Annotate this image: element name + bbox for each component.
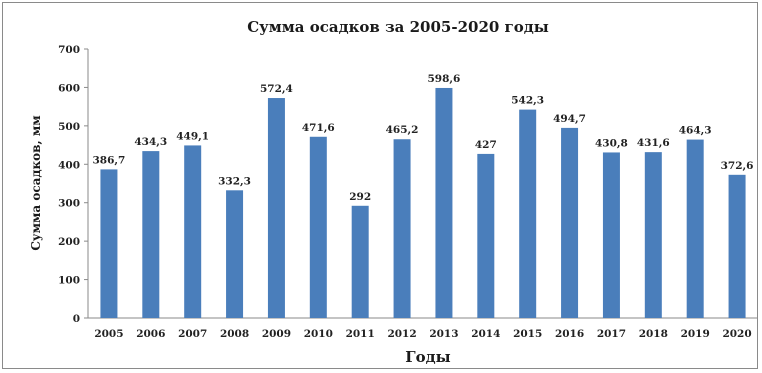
x-tick-label: 2013 [429, 328, 458, 340]
bar-2013 [435, 87, 453, 318]
x-tick-label: 2011 [346, 328, 375, 340]
data-label: 572,4 [260, 83, 293, 95]
y-tick-label: 300 [58, 198, 80, 210]
data-labels: 386,7 434,3 449,1 332,3 572,4 471,6 292 465,2 59… [92, 73, 753, 203]
data-label: 598,6 [427, 73, 460, 85]
bar-2009 [267, 98, 285, 319]
bar-2015 [519, 109, 537, 318]
data-label: 464,3 [679, 125, 712, 137]
x-tick-label: 2005 [94, 328, 123, 340]
data-label: 471,6 [302, 122, 335, 134]
bar-2005 [100, 169, 118, 318]
data-label: 542,3 [511, 95, 544, 107]
bar-2020 [728, 174, 746, 318]
x-tick-label: 2020 [722, 328, 751, 340]
x-tick-label: 2019 [681, 328, 710, 340]
y-axis-title: Сумма осадков, мм [29, 115, 43, 251]
data-label: 449,1 [176, 130, 209, 142]
y-tick-label: 500 [58, 121, 80, 133]
x-tick-label: 2009 [262, 328, 291, 340]
data-label: 332,3 [218, 175, 251, 187]
x-tick-label: 2014 [471, 328, 500, 340]
data-label: 427 [475, 139, 497, 151]
y-tick-label: 600 [58, 82, 80, 94]
bars [100, 87, 746, 319]
x-axis: 2005 2006 2007 2008 2009 2010 2011 2012 2013 2014… [88, 317, 758, 340]
data-label: 465,2 [386, 124, 419, 136]
data-label: 431,6 [637, 137, 670, 149]
x-tick-label: 2010 [304, 328, 333, 340]
y-tick-label: 200 [58, 236, 80, 248]
data-label: 430,8 [595, 137, 628, 149]
bar-2012 [393, 139, 411, 318]
data-label: 434,3 [134, 136, 167, 148]
bar-2014 [477, 153, 495, 318]
bar-2010 [309, 136, 327, 318]
y-tick-label: 0 [73, 313, 80, 325]
bar-2008 [226, 190, 244, 318]
chart-title: Сумма осадков за 2005-2020 годы [247, 18, 549, 36]
x-tick-label: 2016 [555, 328, 584, 340]
bar-2011 [351, 205, 369, 318]
bar-2019 [686, 139, 704, 318]
y-tick-label: 700 [58, 44, 80, 56]
bar-2018 [644, 152, 662, 318]
x-tick-label: 2012 [387, 328, 416, 340]
x-tick-label: 2006 [136, 328, 165, 340]
bar-2017 [602, 152, 620, 318]
data-label: 372,6 [721, 160, 754, 172]
x-tick-label: 2008 [220, 328, 249, 340]
bar-2006 [142, 151, 160, 318]
x-tick-label: 2018 [639, 328, 668, 340]
y-axis: 0 100 200 300 400 500 600 700 [58, 44, 89, 325]
chart-frame [2, 2, 758, 369]
data-label: 292 [349, 191, 371, 203]
x-tick-label: 2017 [597, 328, 626, 340]
y-tick-label: 400 [58, 159, 80, 171]
bar-2007 [184, 145, 202, 318]
x-axis-title: Годы [405, 348, 450, 366]
data-label: 386,7 [92, 154, 125, 166]
y-tick-label: 100 [58, 275, 80, 287]
bar-2016 [561, 127, 579, 318]
data-label: 494,7 [553, 113, 586, 125]
x-tick-label: 2007 [178, 328, 207, 340]
x-tick-label: 2015 [513, 328, 542, 340]
